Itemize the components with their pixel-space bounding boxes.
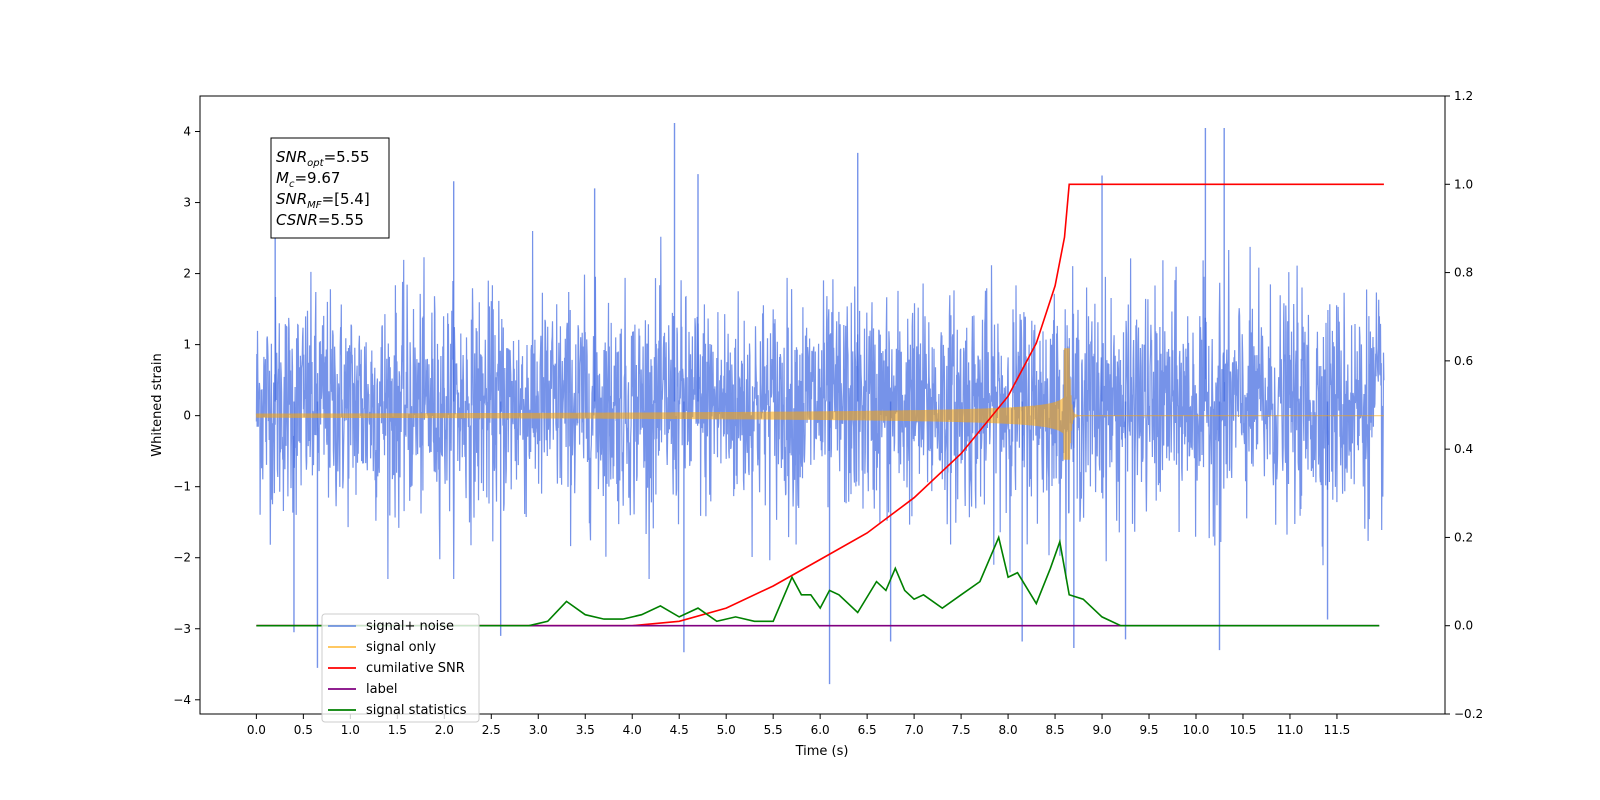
legend-label: signal+ noise [366, 619, 454, 634]
legend-label: label [366, 682, 397, 697]
x-tick-label: 9.5 [1139, 723, 1158, 737]
annotation-frame [270, 137, 390, 239]
x-tick-label: 11.0 [1277, 723, 1304, 737]
y-tick-label: −1 [173, 480, 191, 494]
x-tick-label: 10.0 [1183, 723, 1210, 737]
legend-label: cumilative SNR [366, 661, 465, 676]
y2-tick-label: 0.8 [1454, 266, 1473, 280]
x-tick-label: 6.5 [858, 723, 877, 737]
x-axis-label: Time (s) [795, 744, 849, 759]
y2-tick-label: 1.2 [1454, 89, 1473, 103]
noise-trace [255, 230, 1385, 580]
x-tick-label: 8.0 [999, 723, 1018, 737]
annotation-subscript: MF [307, 200, 322, 211]
y-tick-label: 0 [183, 409, 191, 423]
y-tick-label: −3 [173, 622, 191, 636]
annotation-subscript: opt [307, 158, 324, 169]
annotation-line: Mc=9.67 [276, 169, 340, 190]
x-tick-label: 8.5 [1046, 723, 1065, 737]
chirp-trace [255, 348, 1384, 460]
x-tick-label: 2.5 [482, 723, 501, 737]
annotation-line: CSNR=5.55 [276, 211, 364, 229]
series-signal-noise [255, 122, 1385, 685]
annotation-symbol: M [276, 169, 289, 187]
x-tick-label: 11.5 [1324, 723, 1351, 737]
line-trace [256, 534, 1380, 627]
series-layer [255, 122, 1385, 685]
annotation-subscript: c [289, 179, 295, 190]
x-tick-label: 10.5 [1230, 723, 1257, 737]
annotation-value: =9.67 [294, 169, 340, 187]
x-tick-label: 2.0 [435, 723, 454, 737]
annotation-value: =5.55 [318, 211, 364, 229]
y2-tick-label: 0.6 [1454, 354, 1473, 368]
x-tick-label: 3.0 [529, 723, 548, 737]
annotation-value: =5.55 [324, 148, 370, 166]
annotation-line: SNRopt=5.55 [276, 148, 370, 169]
x-tick-label: 0.0 [247, 723, 266, 737]
x-tick-label: 1.5 [388, 723, 407, 737]
plot-frame [199, 95, 1446, 715]
y-tick-label: −4 [173, 693, 191, 707]
y-tick-label: 1 [183, 338, 191, 352]
x-tick-label: 4.0 [623, 723, 642, 737]
y-tick-label: 4 [183, 125, 191, 139]
annotation-symbol: SNR [276, 190, 307, 208]
y2-tick-label: 1.0 [1454, 177, 1473, 191]
legend: signal+ noise signal only cumilative SNR la… [321, 613, 480, 723]
series-signal-statistics [256, 534, 1380, 627]
annotation-symbol: CSNR [276, 211, 318, 229]
y2-tick-label: −0.2 [1454, 707, 1483, 721]
x-tick-label: 3.5 [576, 723, 595, 737]
x-tick-label: 1.0 [341, 723, 360, 737]
x-tick-label: 5.0 [717, 723, 736, 737]
x-tick-label: 5.5 [764, 723, 783, 737]
line-trace [256, 183, 1384, 627]
ticks-layer: 0.0 0.5 1.0 1.5 2.0 2.5 3.0 3.5 4.0 4.5 5.0 5.5 6.0 6… [173, 89, 1483, 737]
x-tick-label: 0.5 [294, 723, 313, 737]
annotation-value: =[5.4] [322, 190, 370, 208]
series-signal-only [255, 348, 1384, 460]
x-tick-label: 7.5 [952, 723, 971, 737]
x-tick-label: 6.0 [811, 723, 830, 737]
y2-tick-label: 0.2 [1454, 530, 1473, 544]
annotation-symbol: SNR [276, 148, 307, 166]
y2-tick-label: 0.0 [1454, 619, 1473, 633]
y2-tick-label: 0.4 [1454, 442, 1473, 456]
x-tick-label: 7.0 [905, 723, 924, 737]
y-tick-label: −2 [173, 551, 191, 565]
x-tick-label: 9.0 [1092, 723, 1111, 737]
annotation-line: SNRMF=[5.4] [276, 190, 370, 211]
y-axis-label: Whitened strain [150, 353, 165, 456]
x-tick-label: 4.5 [670, 723, 689, 737]
legend-label: signal only [366, 640, 436, 655]
y-tick-label: 2 [183, 267, 191, 281]
legend-label: signal statistics [366, 703, 467, 718]
legend-frame [321, 613, 480, 723]
series-cumilative-snr [256, 183, 1384, 627]
y-tick-label: 3 [183, 196, 191, 210]
